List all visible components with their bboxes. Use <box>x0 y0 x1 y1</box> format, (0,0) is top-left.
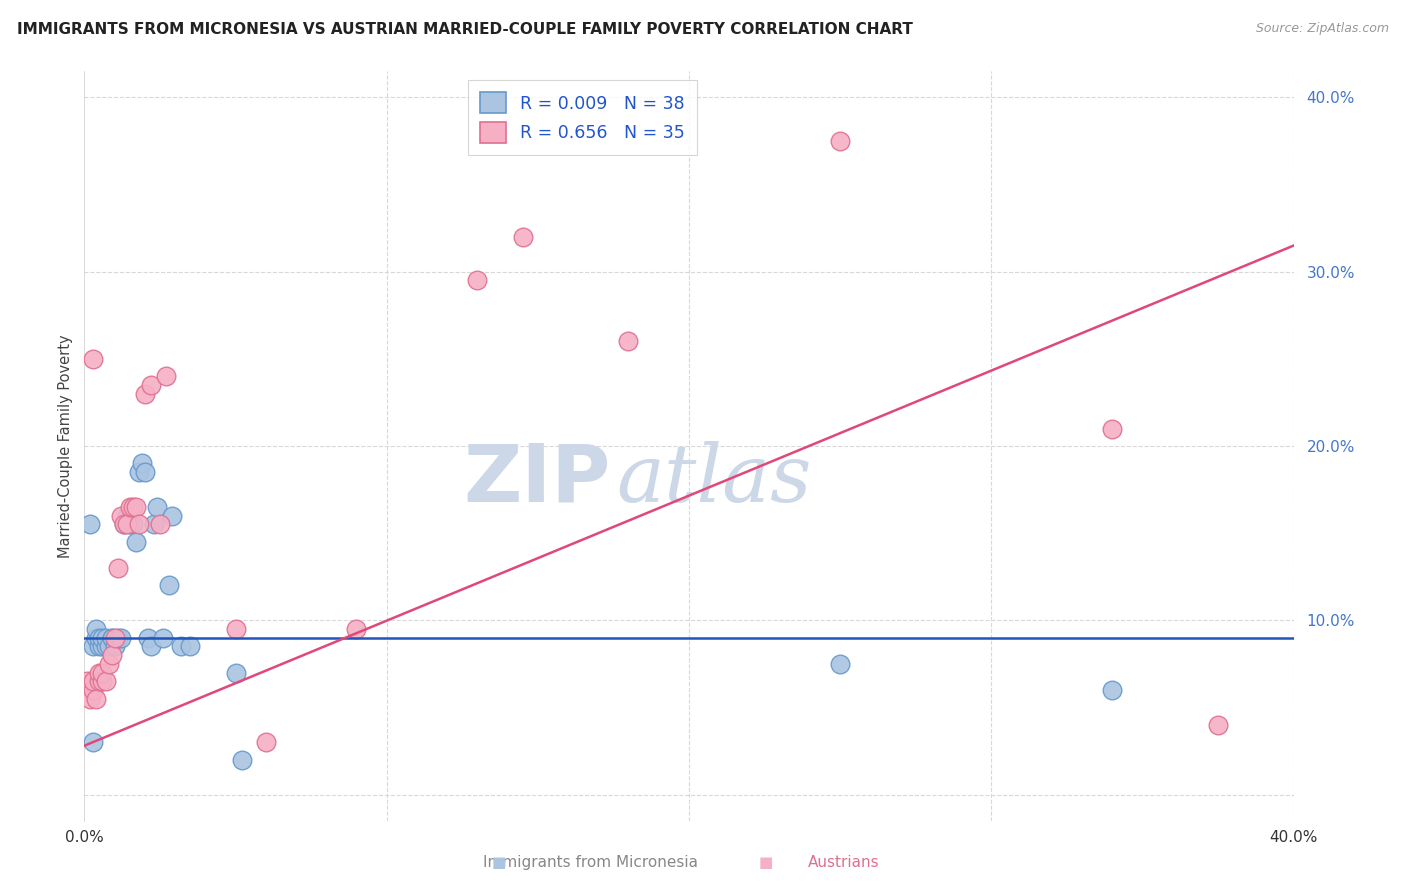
Point <box>86 622 108 636</box>
Text: atlas: atlas <box>616 441 811 518</box>
Point <box>115 508 138 523</box>
Y-axis label: Married-Couple Family Poverty: Married-Couple Family Poverty <box>58 334 73 558</box>
Point <box>89 665 111 680</box>
Point <box>89 631 111 645</box>
Point <box>134 465 156 479</box>
Text: ■: ■ <box>759 855 773 870</box>
Text: Immigrants from Micronesia: Immigrants from Micronesia <box>484 855 697 870</box>
Point <box>82 640 104 654</box>
Point <box>1101 682 1123 697</box>
Point <box>128 517 150 532</box>
Text: Austrians: Austrians <box>808 855 879 870</box>
Point <box>100 631 122 645</box>
Point <box>86 691 108 706</box>
Point <box>254 735 277 749</box>
Point <box>121 517 143 532</box>
Point <box>179 640 201 654</box>
Point <box>104 631 127 645</box>
Point <box>112 517 135 532</box>
Point <box>97 640 120 654</box>
Point <box>157 578 180 592</box>
Point <box>104 640 127 654</box>
Point <box>121 500 143 514</box>
Point <box>118 500 141 514</box>
Point <box>91 665 114 680</box>
Point <box>139 640 162 654</box>
Point <box>89 640 111 654</box>
Point <box>82 682 104 697</box>
Point <box>830 134 852 148</box>
Point <box>231 753 253 767</box>
Point <box>94 674 117 689</box>
Point <box>112 517 135 532</box>
Point <box>79 517 101 532</box>
Point <box>100 631 122 645</box>
Text: Source: ZipAtlas.com: Source: ZipAtlas.com <box>1256 22 1389 36</box>
Point <box>1101 421 1123 435</box>
Point <box>86 631 108 645</box>
Point <box>139 378 162 392</box>
Point <box>136 631 159 645</box>
Point <box>110 631 132 645</box>
Text: ZIP: ZIP <box>463 441 610 519</box>
Point <box>134 386 156 401</box>
Point <box>91 631 114 645</box>
Point <box>160 508 183 523</box>
Point <box>107 631 129 645</box>
Point <box>100 648 122 662</box>
Point <box>89 674 111 689</box>
Point <box>115 517 138 532</box>
Point <box>617 334 640 349</box>
Point <box>91 640 114 654</box>
Point <box>149 517 172 532</box>
Point <box>225 665 247 680</box>
Point <box>125 534 148 549</box>
Point <box>131 457 153 471</box>
Point <box>512 230 534 244</box>
Point <box>97 657 120 671</box>
Point <box>467 273 489 287</box>
Text: IMMIGRANTS FROM MICRONESIA VS AUSTRIAN MARRIED-COUPLE FAMILY POVERTY CORRELATION: IMMIGRANTS FROM MICRONESIA VS AUSTRIAN M… <box>17 22 912 37</box>
Point <box>1206 718 1229 732</box>
Point <box>146 500 169 514</box>
Point <box>82 674 104 689</box>
Point <box>82 735 104 749</box>
Point <box>107 561 129 575</box>
Point <box>76 674 98 689</box>
Point <box>155 369 177 384</box>
Point <box>94 640 117 654</box>
Point <box>82 351 104 366</box>
Point <box>128 465 150 479</box>
Point <box>346 622 368 636</box>
Point <box>830 657 852 671</box>
Point <box>79 691 101 706</box>
Point <box>225 622 247 636</box>
Point <box>142 517 165 532</box>
Point <box>170 640 193 654</box>
Point <box>125 500 148 514</box>
Text: ■: ■ <box>492 855 506 870</box>
Point <box>152 631 174 645</box>
Point <box>91 674 114 689</box>
Point <box>94 631 117 645</box>
Point <box>110 508 132 523</box>
Point <box>118 517 141 532</box>
Legend: R = 0.009   N = 38, R = 0.656   N = 35: R = 0.009 N = 38, R = 0.656 N = 35 <box>468 80 697 155</box>
